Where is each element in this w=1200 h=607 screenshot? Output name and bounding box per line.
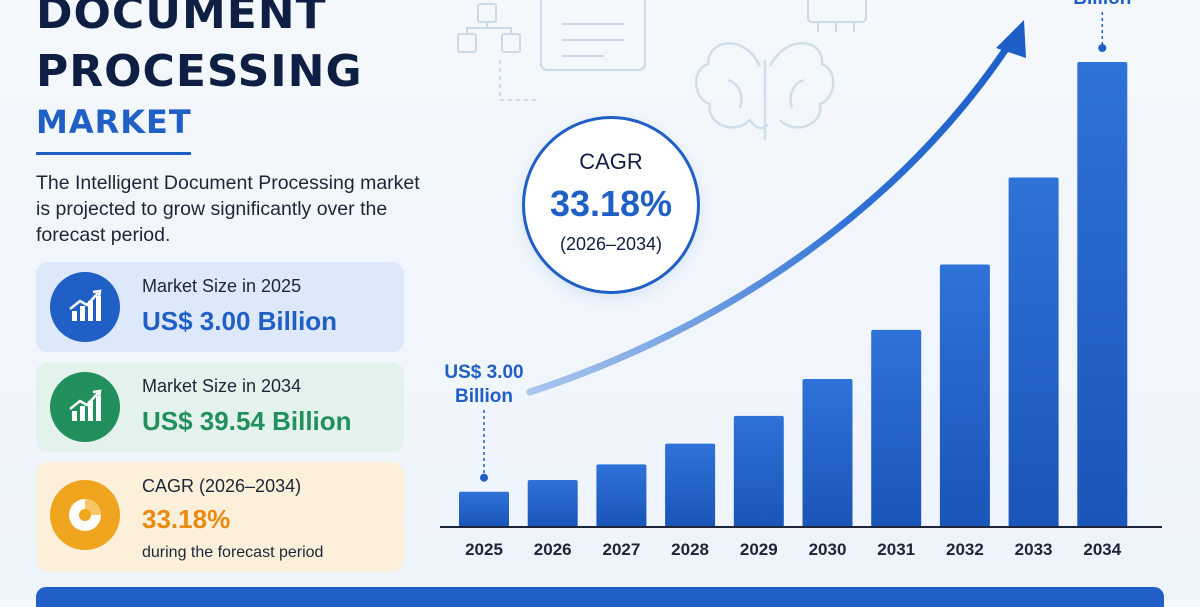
chip-icon bbox=[807, 0, 867, 32]
x-tick-label: 2027 bbox=[602, 540, 640, 559]
footer-band bbox=[36, 587, 1164, 607]
card-label: Market Size in 2025 bbox=[142, 276, 302, 296]
brain-icon bbox=[694, 42, 835, 140]
annotation-label: US$ 3.00 bbox=[444, 362, 523, 383]
bar-2032 bbox=[939, 264, 990, 527]
card-label: Market Size in 2034 bbox=[142, 376, 302, 396]
annotation-dot bbox=[480, 473, 488, 482]
card-note: during the forecast period bbox=[142, 544, 324, 561]
bar-2028 bbox=[665, 443, 716, 527]
market-size-2034-card: Market Size in 2034 US$ 39.54 Billion bbox=[36, 362, 404, 452]
x-tick-label: 2025 bbox=[465, 540, 503, 559]
x-tick-label: 2028 bbox=[671, 540, 709, 559]
bar-2033 bbox=[1008, 177, 1059, 527]
cagr-card: CAGR (2026–2034) 33.18% during the forec… bbox=[36, 462, 404, 572]
card-value: US$ 39.54 Billion bbox=[142, 406, 352, 436]
cagr-badge-title: CAGR bbox=[579, 149, 643, 174]
bar-2025 bbox=[459, 491, 509, 527]
card-label: CAGR (2026–2034) bbox=[142, 476, 302, 496]
market-size-2025-card: Market Size in 2025 US$ 3.00 Billion bbox=[36, 262, 404, 352]
trend-arrow-head bbox=[996, 20, 1026, 58]
x-tick-label: 2033 bbox=[1015, 540, 1053, 559]
pie-chart-icon bbox=[50, 480, 120, 550]
trend-arrow bbox=[526, 36, 1016, 396]
annotations-group: US$ 3.00 Billion Billion bbox=[444, 0, 1131, 482]
title-line-2: PROCESSING bbox=[36, 46, 363, 97]
bar-growth-icon bbox=[50, 372, 120, 442]
x-tick-label: 2034 bbox=[1083, 540, 1121, 559]
x-tick-label: 2032 bbox=[946, 540, 984, 559]
card-value: US$ 3.00 Billion bbox=[142, 306, 338, 336]
x-tick-label: 2031 bbox=[877, 540, 915, 559]
bar-2027 bbox=[596, 464, 647, 527]
x-tick-label: 2026 bbox=[534, 540, 572, 559]
bars-group bbox=[459, 62, 1128, 527]
x-ticks-group: 2025 2026 2027 2028 2029 2030 2031 2032 2033 2034 bbox=[465, 540, 1122, 559]
title-line-3: MARKET bbox=[36, 103, 192, 141]
bar-2031 bbox=[871, 329, 922, 527]
x-tick-label: 2029 bbox=[740, 540, 778, 559]
title-underline bbox=[36, 152, 191, 155]
bar-2029 bbox=[733, 415, 784, 527]
card-value: 33.18% bbox=[142, 504, 231, 534]
annotation-label: Billion bbox=[1073, 0, 1131, 9]
annotation-label: Billion bbox=[455, 386, 513, 407]
cagr-badge-period: (2026–2034) bbox=[559, 234, 663, 254]
title-line-1: DOCUMENT bbox=[36, 0, 327, 39]
bar-2026 bbox=[527, 479, 578, 527]
document-icon bbox=[540, 0, 646, 71]
market-description: The Intelligent Document Processing mark… bbox=[36, 172, 420, 246]
bar-2030 bbox=[802, 379, 853, 527]
annotation-dot bbox=[1098, 44, 1107, 52]
bar-growth-icon bbox=[50, 272, 120, 342]
x-tick-label: 2030 bbox=[809, 540, 847, 559]
cagr-badge: CAGR 33.18% (2026–2034) bbox=[522, 116, 700, 294]
dotted-connector bbox=[499, 60, 540, 101]
cagr-badge-value: 33.18% bbox=[549, 183, 673, 224]
bar-2034 bbox=[1077, 62, 1128, 527]
flowchart-icon bbox=[457, 3, 521, 53]
